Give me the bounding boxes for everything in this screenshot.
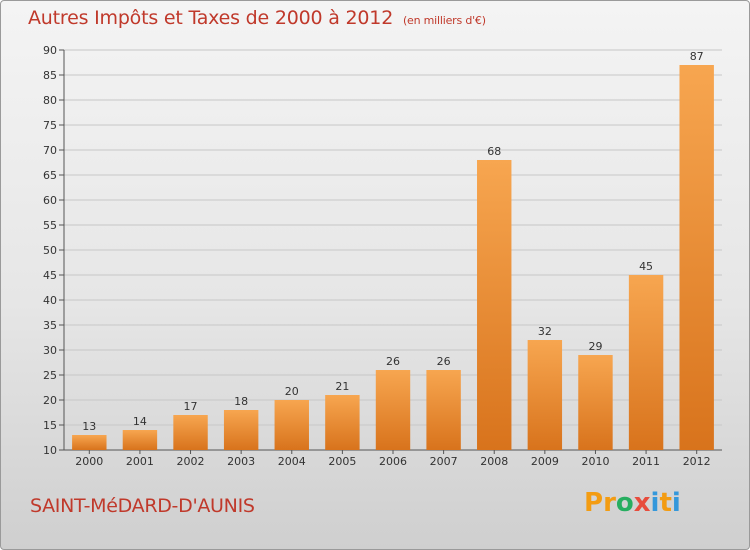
x-tick-label-2006: 2006 xyxy=(379,455,407,468)
y-tick-label: 85 xyxy=(43,69,57,82)
x-tick-label-2000: 2000 xyxy=(75,455,103,468)
data-label-2002: 17 xyxy=(184,400,198,413)
proxiti-logo[interactable]: Proxiti xyxy=(584,488,681,518)
bar-2004 xyxy=(274,400,309,450)
logo-letter: t xyxy=(659,488,672,518)
data-label-2005: 21 xyxy=(335,380,349,393)
bar-2006 xyxy=(375,370,411,450)
chart-title-text: Autres Impôts et Taxes de 2000 à 2012 xyxy=(28,7,394,29)
bar-layer xyxy=(72,65,714,450)
y-tick-label: 10 xyxy=(43,444,57,457)
bar-2009 xyxy=(527,340,563,450)
chart-subtitle: (en milliers d'€) xyxy=(402,14,486,27)
bar-2002 xyxy=(173,415,208,450)
x-tick-label-2002: 2002 xyxy=(177,455,205,468)
data-label-2009: 32 xyxy=(538,325,552,338)
bar-2005 xyxy=(325,395,360,450)
y-tick-label: 45 xyxy=(43,269,57,282)
data-label-2011: 45 xyxy=(639,260,653,273)
x-tick-label-2009: 2009 xyxy=(531,455,559,468)
data-label-2010: 29 xyxy=(588,340,602,353)
bar-2010 xyxy=(578,355,613,450)
label-layer: 13 14 17 18 20 21 26 26 68 32 29 45 87 xyxy=(82,50,703,433)
data-label-2006: 26 xyxy=(386,355,400,368)
x-tick-label-2010: 2010 xyxy=(581,455,609,468)
y-tick-label: 25 xyxy=(43,369,57,382)
logo-letter: i xyxy=(671,488,681,518)
y-tick-label: 30 xyxy=(43,344,57,357)
bar-2003 xyxy=(223,410,259,450)
bar-2012 xyxy=(679,65,714,450)
x-tick-label-2007: 2007 xyxy=(430,455,458,468)
x-tick-label-2004: 2004 xyxy=(278,455,306,468)
logo-letter: x xyxy=(633,488,651,518)
data-label-2012: 87 xyxy=(690,50,704,63)
city-name: SAINT-MéDARD-D'AUNIS xyxy=(30,495,255,517)
data-label-2004: 20 xyxy=(285,385,299,398)
bar-2001 xyxy=(122,430,158,450)
data-label-2001: 14 xyxy=(133,415,147,428)
y-tick-label: 60 xyxy=(43,194,57,207)
y-tick-label: 15 xyxy=(43,419,57,432)
y-tick-label: 50 xyxy=(43,244,57,257)
bar-2008 xyxy=(477,160,512,450)
data-label-2008: 68 xyxy=(487,145,501,158)
bar-2011 xyxy=(628,275,664,450)
y-tick-label: 40 xyxy=(43,294,57,307)
logo-letter: o xyxy=(615,488,634,518)
x-tick-label-2012: 2012 xyxy=(683,455,711,468)
y-tick-label: 75 xyxy=(43,119,57,132)
chart-title: Autres Impôts et Taxes de 2000 à 2012 (e… xyxy=(28,7,486,29)
bar-2000 xyxy=(72,435,107,450)
data-label-2003: 18 xyxy=(234,395,248,408)
logo-letter: i xyxy=(650,488,660,518)
logo-letter: r xyxy=(603,488,616,518)
y-tick-label: 55 xyxy=(43,219,57,232)
y-tick-label: 35 xyxy=(43,319,57,332)
y-tick-label: 70 xyxy=(43,144,57,157)
x-tick-label-2011: 2011 xyxy=(632,455,660,468)
x-tick-label-2005: 2005 xyxy=(328,455,356,468)
x-tick-label-2008: 2008 xyxy=(480,455,508,468)
data-label-2007: 26 xyxy=(437,355,451,368)
x-tick-label-2003: 2003 xyxy=(227,455,255,468)
logo-letter: P xyxy=(584,488,604,518)
y-tick-label: 80 xyxy=(43,94,57,107)
y-tick-label: 65 xyxy=(43,169,57,182)
x-tick-label-2001: 2001 xyxy=(126,455,154,468)
y-tick-label: 90 xyxy=(43,44,57,57)
y-tick-label: 20 xyxy=(43,394,57,407)
data-label-2000: 13 xyxy=(82,420,96,433)
bar-2007 xyxy=(426,370,461,450)
